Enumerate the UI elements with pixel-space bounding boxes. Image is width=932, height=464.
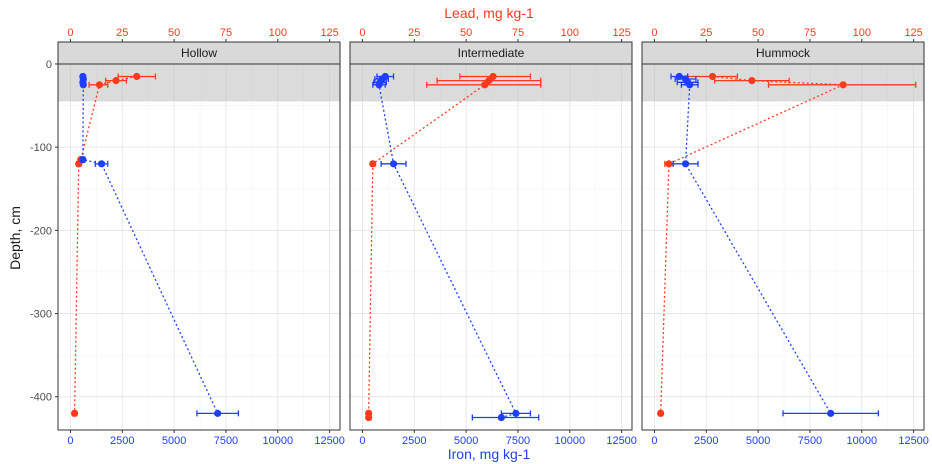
top-tick-label: 0 <box>67 27 73 39</box>
top-tick-label: 125 <box>320 27 338 39</box>
iron-point <box>512 409 520 417</box>
facet-strip-label: Hummock <box>756 46 811 60</box>
panel-hollow: Hollow 0 2500 5000 7500 10000 12500 0 25 50 75 100 1… <box>57 27 345 447</box>
iron-point <box>675 72 683 81</box>
top-tick-label: 25 <box>700 27 712 39</box>
top-tick-label: 125 <box>612 27 630 39</box>
plot-background <box>642 64 924 430</box>
bottom-tick-label: 7500 <box>798 435 822 447</box>
top-tick-label: 75 <box>512 27 524 39</box>
panel-border <box>57 63 341 431</box>
top-tick-label: 25 <box>408 27 420 39</box>
top-tick-label: 50 <box>752 27 764 39</box>
iron-point <box>79 156 87 164</box>
iron-point <box>97 160 106 168</box>
top-tick-label: 125 <box>904 27 922 39</box>
top-tick-label: 50 <box>168 27 180 39</box>
facet-strip-label: Intermediate <box>458 46 525 60</box>
plot-background <box>350 64 632 430</box>
iron-point <box>375 81 383 89</box>
panel-border <box>641 63 925 431</box>
bottom-tick-label: 2500 <box>402 435 426 447</box>
lead-point <box>657 409 665 417</box>
bottom-tick-label: 5000 <box>746 435 770 447</box>
plot-background <box>58 64 340 430</box>
iron-point <box>79 81 87 89</box>
top-tick-label: 25 <box>116 27 128 39</box>
lead-point <box>133 72 141 81</box>
bottom-tick-label: 7500 <box>214 435 238 447</box>
y-tick-label: 0 <box>46 59 52 71</box>
iron-point <box>681 160 690 168</box>
y-tick-label: -400 <box>30 392 52 404</box>
y-tick-label: -200 <box>30 225 52 237</box>
bottom-tick-label: 10000 <box>846 435 877 447</box>
bottom-tick-label: 0 <box>359 435 365 447</box>
top-tick-label: 100 <box>853 27 871 39</box>
top-tick-label: 0 <box>651 27 657 39</box>
bottom-tick-label: 0 <box>651 435 657 447</box>
bottom-tick-label: 10000 <box>262 435 293 447</box>
bottom-tick-label: 2500 <box>110 435 134 447</box>
top-tick-label: 75 <box>220 27 232 39</box>
top-tick-label: 75 <box>804 27 816 39</box>
lead-point <box>839 81 847 89</box>
lead-point <box>748 77 756 85</box>
top-axis-title: Lead, mg kg-1 <box>444 5 534 21</box>
lead-point <box>481 81 489 89</box>
panel-border <box>349 63 633 431</box>
iron-point <box>214 409 222 417</box>
bottom-axis-title: Iron, mg kg-1 <box>448 446 531 462</box>
iron-point <box>497 413 505 422</box>
top-tick-label: 100 <box>561 27 579 39</box>
iron-point <box>686 81 694 89</box>
panel-hummock: Hummock 0 2500 5000 7500 10000 12500 0 25 50 75 100… <box>641 27 929 447</box>
panel-intermediate: Intermediate 0 2500 5000 7500 10000 12500 0 25 50… <box>349 27 637 447</box>
bottom-tick-label: 2500 <box>694 435 718 447</box>
bottom-tick-label: 0 <box>67 435 73 447</box>
lead-point <box>369 160 377 168</box>
iron-point <box>389 160 398 168</box>
y-tick-label: -100 <box>30 142 52 154</box>
lead-point <box>95 81 104 89</box>
iron-point <box>827 409 835 417</box>
bottom-tick-label: 5000 <box>454 435 478 447</box>
lead-point <box>365 413 373 422</box>
y-axis-title: Depth, cm <box>7 206 23 270</box>
top-tick-label: 0 <box>359 27 365 39</box>
bottom-tick-label: 12500 <box>606 435 637 447</box>
shaded-depth-band <box>58 64 340 102</box>
bottom-tick-label: 12500 <box>314 435 345 447</box>
y-tick-label: -300 <box>30 309 52 321</box>
lead-point <box>665 160 673 168</box>
bottom-tick-label: 12500 <box>898 435 929 447</box>
lead-point <box>70 409 79 417</box>
lead-point <box>708 72 717 81</box>
bottom-tick-label: 7500 <box>506 435 530 447</box>
bottom-tick-label: 10000 <box>554 435 585 447</box>
top-tick-label: 100 <box>269 27 287 39</box>
bottom-tick-label: 5000 <box>162 435 186 447</box>
lead-series-line <box>73 75 137 414</box>
top-tick-label: 50 <box>460 27 472 39</box>
facet-strip-label: Hollow <box>181 46 217 60</box>
lead-point <box>112 77 120 85</box>
